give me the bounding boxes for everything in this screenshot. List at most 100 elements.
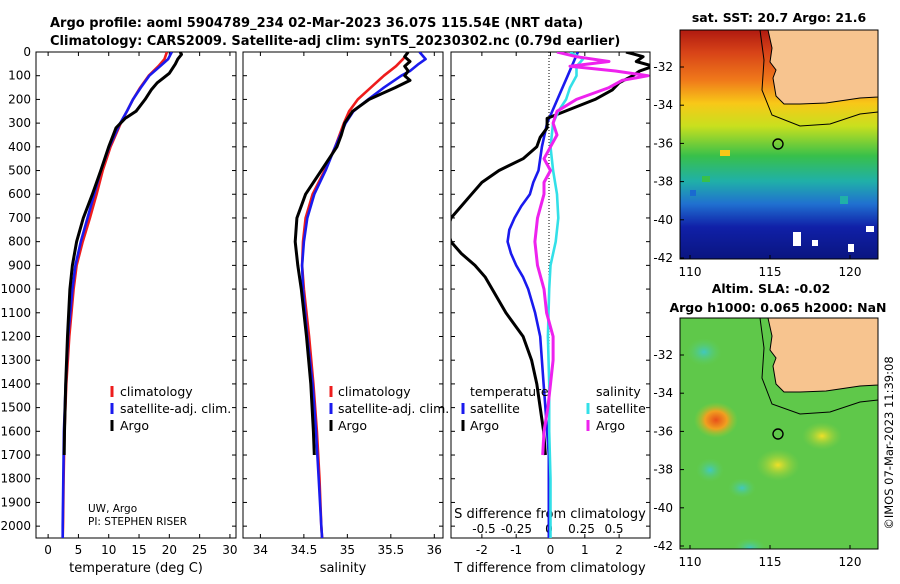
lat-tick-label: -36 (653, 424, 673, 438)
x-tick-label: 36 (427, 543, 442, 557)
temperature-legend: climatology satellite-adj. clim. Argo (110, 384, 231, 433)
sst-lat-axis: -32 -34 -36 -38 -40 -42 (653, 60, 684, 265)
x-tick-label: 34.5 (291, 543, 318, 557)
x-tick-label: 25 (192, 543, 207, 557)
lat-tick-label: -34 (653, 98, 673, 112)
sst-map-frame (679, 29, 879, 260)
depth-tick-label: 1700 (0, 448, 31, 462)
lon-tick-label: 115 (759, 265, 782, 279)
lat-tick-label: -38 (653, 463, 673, 477)
legend-s-satellite: satellite (596, 401, 646, 416)
series-line-t-satellite (506, 52, 580, 538)
depth-tick-label: 700 (8, 211, 31, 225)
lat-tick-label: -32 (653, 348, 673, 362)
series-line-s-argo (533, 52, 650, 456)
title-line-2: Climatology: CARS2009. Satellite-adj cli… (50, 34, 620, 49)
annotation-line-1: UW, Argo (88, 503, 137, 515)
depth-tick-label: 600 (8, 187, 31, 201)
temperature-xlabel: temperature (deg C) (69, 561, 203, 576)
lon-tick-label: 115 (759, 555, 782, 569)
x-tick-label: 0 (44, 543, 52, 557)
lat-tick-label: -32 (653, 60, 673, 74)
annotation-line-2: PI: STEPHEN RISER (88, 516, 187, 528)
lat-tick-label: -42 (653, 539, 673, 553)
sst-pixel (690, 190, 696, 196)
legend-satellite: satellite-adj. clim. (338, 401, 449, 416)
lon-tick-label: 110 (679, 265, 702, 279)
depth-axis: 0 100 200 300 400 500 600 700 800 900 1000 1100 1200… (0, 45, 650, 533)
lon-tick-label: 110 (679, 555, 702, 569)
salinity-plot (293, 52, 427, 538)
isobath (759, 318, 878, 415)
timestamp: ©IMOS 07-Mar-2023 11:39:08 (882, 356, 896, 529)
depth-tick-label: 800 (8, 235, 31, 249)
series-line-argo (62, 52, 183, 456)
x-tick-label: 15 (131, 543, 146, 557)
sla-eddy-cool (728, 478, 756, 498)
x-tick-label: 2 (615, 543, 623, 557)
sst-cloud (793, 232, 801, 246)
argo-float-marker (772, 138, 784, 150)
t-difference-x-axis: -2 -1 0 1 2 (476, 52, 623, 557)
depth-tick-label: 1300 (0, 353, 31, 367)
lon-tick-label: 120 (839, 555, 862, 569)
sst-cloud (848, 244, 854, 252)
sst-cloud (866, 226, 874, 232)
sla-eddy-yellow (802, 422, 842, 450)
lon-tick-label: 120 (839, 265, 862, 279)
depth-tick-label: 300 (8, 116, 31, 130)
legend-temperature-header: temperature (470, 384, 549, 399)
sla-map-title-1: Altim. SLA: -0.02 (712, 281, 831, 296)
depth-tick-label: 400 (8, 140, 31, 154)
x-tick-label: 30 (222, 543, 237, 557)
lat-tick-label: -36 (653, 136, 673, 150)
difference-plot (451, 52, 650, 538)
sla-lat-axis: -32 -34 -36 -38 -40 -42 (653, 348, 684, 553)
salinity-x-axis: 34 34.5 35 35.5 36 (253, 52, 442, 557)
x-tick-label: 1 (581, 543, 589, 557)
lat-tick-label: -40 (653, 501, 673, 515)
depth-tick-label: 1600 (0, 424, 31, 438)
sst-cloud (812, 240, 818, 246)
difference-legend: temperature satellite Argo salinity sate… (461, 384, 646, 433)
depth-tick-label: 0 (23, 45, 31, 59)
lat-tick-label: -42 (653, 251, 673, 265)
depth-tick-label: 500 (8, 164, 31, 178)
depth-tick-label: 1500 (0, 401, 31, 415)
x-tick-label: 35.5 (377, 543, 404, 557)
sst-map-title: sat. SST: 20.7 Argo: 21.6 (692, 10, 867, 25)
x-tick-label: -1 (510, 543, 522, 557)
series-line-s-satellite (546, 52, 585, 538)
series-line-argo (293, 52, 412, 456)
depth-tick-label: 1100 (0, 306, 31, 320)
temperature-x-axis: 0 5 10 15 20 25 30 (44, 52, 238, 557)
salinity-axes (242, 51, 444, 539)
sst-pixel (720, 150, 730, 156)
series-line-climatology (61, 52, 169, 538)
legend-argo: Argo (338, 418, 367, 433)
lat-tick-label: -34 (653, 386, 673, 400)
legend-climatology: climatology (338, 384, 411, 399)
sla-eddy-yellow (756, 449, 800, 481)
legend-t-argo: Argo (470, 418, 499, 433)
legend-t-satellite: satellite (470, 401, 520, 416)
lat-tick-label: -38 (653, 175, 673, 189)
sla-lon-axis: 110 115 120 (679, 545, 862, 569)
sst-pixel (840, 196, 848, 204)
land-australia (767, 318, 878, 393)
s-diff-tick-label: -0.5 (472, 522, 495, 536)
x-tick-label: 10 (101, 543, 116, 557)
isobath (759, 30, 878, 127)
depth-tick-label: 1900 (0, 495, 31, 509)
depth-tick-label: 1200 (0, 329, 31, 343)
depth-tick-label: 200 (8, 92, 31, 106)
depth-tick-label: 1000 (0, 282, 31, 296)
s-diff-tick-label: 0.5 (604, 522, 623, 536)
sst-map (680, 30, 878, 259)
depth-tick-label: 1400 (0, 377, 31, 391)
s-diff-tick-label: -0.25 (501, 522, 532, 536)
legend-argo: Argo (120, 418, 149, 433)
legend-climatology: climatology (120, 384, 193, 399)
lat-tick-label: -40 (653, 213, 673, 227)
legend-satellite: satellite-adj. clim. (120, 401, 231, 416)
